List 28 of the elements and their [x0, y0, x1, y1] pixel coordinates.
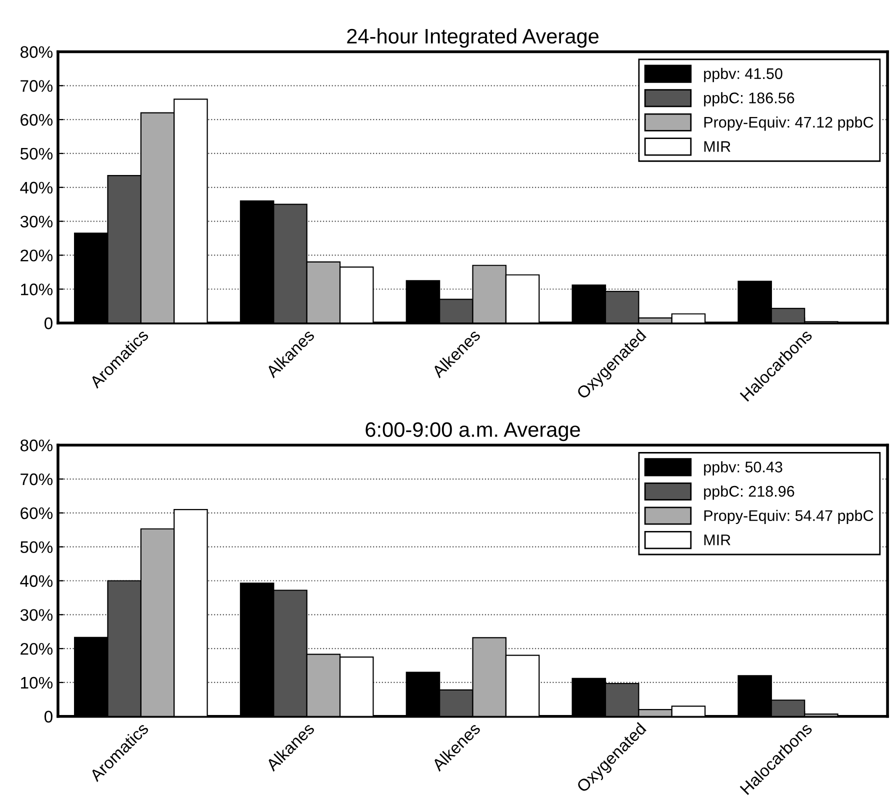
- legend-label: MIR: [704, 534, 730, 546]
- legend-label: MIR: [704, 141, 730, 152]
- y-tick-label: 0: [44, 710, 52, 723]
- y-tick-label: 70%: [20, 80, 53, 92]
- y-tick-label: 50%: [20, 541, 53, 554]
- y-tick-label: 20%: [20, 642, 53, 655]
- legend-label: Propy-Equiv: 47.12 ppbC: [704, 116, 874, 131]
- y-tick-label: 20%: [20, 250, 53, 262]
- y-tick-label: 30%: [20, 216, 53, 228]
- legend-label: ppbC: 218.96: [704, 486, 794, 500]
- y-tick-label: 80%: [20, 46, 53, 58]
- y-tick-label: 60%: [20, 114, 53, 126]
- y-tick-label: 30%: [20, 609, 53, 621]
- legend-label: ppbv: 41.50: [704, 68, 782, 82]
- legend-label: Propy-Equiv: 54.47 ppbC: [704, 510, 874, 524]
- y-tick-label: 10%: [21, 284, 53, 296]
- y-tick-label: 40%: [20, 575, 53, 587]
- chart-title: 24-hour Integrated Average: [347, 28, 598, 48]
- y-tick-label: 40%: [20, 182, 53, 194]
- y-tick-label: 60%: [20, 507, 53, 520]
- y-tick-label: 0: [44, 317, 52, 330]
- chart-title: 6:00-9:00 a.m. Average: [366, 422, 580, 442]
- legend-label: ppbv: 50.43: [704, 461, 782, 476]
- y-tick-label: 70%: [20, 473, 53, 486]
- y-tick-label: 50%: [20, 148, 53, 160]
- y-tick-label: 80%: [20, 440, 53, 452]
- y-tick-label: 10%: [21, 676, 53, 689]
- legend-label: ppbC: 186.56: [704, 92, 794, 106]
